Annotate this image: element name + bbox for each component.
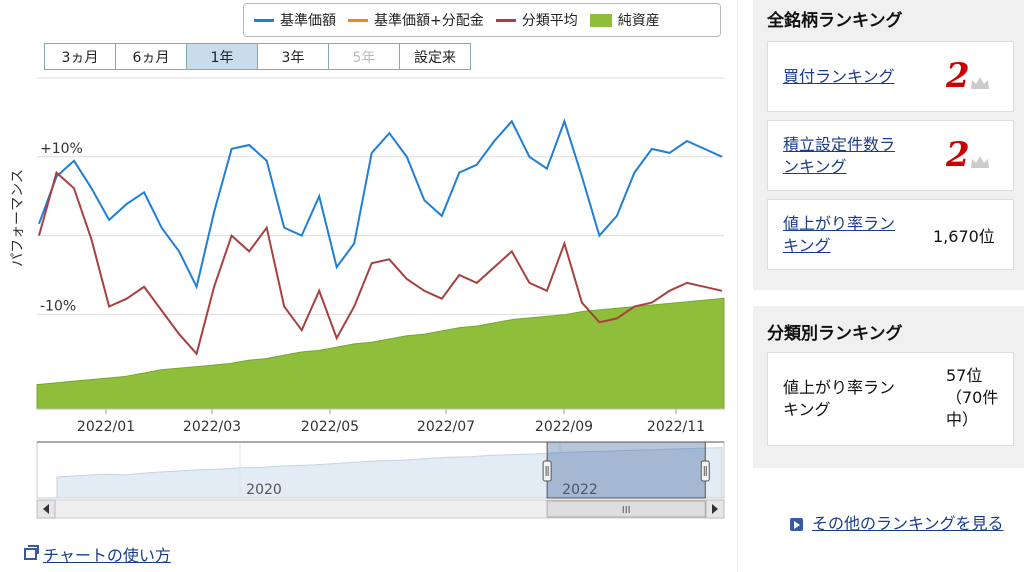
- accumulation-rank-value: 2: [946, 135, 970, 175]
- performance-chart: +10% -10% パフォーマンス 2022/01 2022/03 2022/05 2022…: [10, 77, 725, 519]
- legend-label-net-assets: 純資産: [617, 13, 660, 29]
- category-rank-line: 中）: [946, 410, 979, 429]
- purchase-ranking-link[interactable]: 買付ランキング: [783, 66, 895, 86]
- legend-label-nav: 基準価額: [280, 13, 336, 29]
- ranking-card-accumulation: 積立設定件数ランキング 2: [767, 120, 1014, 191]
- all-funds-ranking-panel: 全銘柄ランキング 買付ランキング 2 積立設定件数ランキング 2 値上がり率ラン…: [753, 0, 1024, 290]
- category-average-line: [38, 170, 723, 356]
- navigator-label: 2022: [562, 482, 598, 498]
- legend-line-category-average: [495, 18, 516, 22]
- legend-item-category-average[interactable]: 分類平均: [495, 10, 578, 30]
- more-rankings-link[interactable]: その他のランキングを見る: [790, 512, 1012, 536]
- chart-area: +10% -10% パフォーマンス 2022/01 2022/03 2022/05 2022…: [10, 3, 725, 566]
- scroll-left-arrow-icon: [43, 504, 49, 514]
- scrollbar-thumb[interactable]: [546, 500, 706, 518]
- legend-item-nav-plus-dividend[interactable]: 基準価額+分配金: [348, 10, 484, 30]
- x-tick-label: 2022/09: [535, 419, 593, 435]
- navigator-label: 2020: [246, 482, 282, 498]
- category-ranking-panel: 分類別ランキング 値上がり率ランキング 57位 （70件 中）: [753, 306, 1024, 468]
- legend-line-nav: [254, 18, 274, 22]
- range-button-3m[interactable]: 3ヵ月: [44, 43, 116, 70]
- legend-label-nav-plus-dividend: 基準価額+分配金: [374, 13, 484, 29]
- crown-icon: [971, 156, 989, 168]
- legend-line-nav-plus-dividend: [348, 18, 368, 22]
- legend-item-net-assets[interactable]: 純資産: [589, 10, 660, 30]
- y-tick-label: -10%: [40, 298, 76, 314]
- legend-swatch-net-assets: [589, 13, 612, 27]
- x-tick-label: 2022/11: [647, 419, 705, 435]
- range-button-6m[interactable]: 6ヵ月: [115, 43, 187, 70]
- category-ranking-title: 分類別ランキング: [767, 324, 903, 344]
- category-rank-value: 57位 （70件 中）: [946, 365, 998, 431]
- price-rise-rank-value: 1,670位: [933, 226, 995, 246]
- scroll-right-arrow-icon: [712, 504, 718, 514]
- range-button-group: 3ヵ月 6ヵ月 1年 3年 5年 設定来: [44, 43, 471, 70]
- chart-help-label: チャートの使い方: [43, 546, 171, 565]
- x-tick-label: 2022/03: [183, 419, 241, 435]
- range-button-1y[interactable]: 1年: [186, 43, 258, 70]
- y-axis-label: パフォーマンス: [10, 169, 26, 267]
- price-rise-ranking-link[interactable]: 値上がり率ランキング: [783, 213, 896, 255]
- external-window-icon: [24, 545, 39, 560]
- scrollbar-grip-label: III: [622, 505, 631, 516]
- ranking-card-purchase: 買付ランキング 2: [767, 41, 1014, 112]
- y-tick-label: +10%: [40, 141, 83, 157]
- navigator-handle-right[interactable]: [700, 460, 710, 482]
- navigator-handle-left[interactable]: [542, 460, 552, 482]
- category-rank-line: （70件: [946, 388, 999, 407]
- purchase-rank-value: 2: [946, 56, 970, 96]
- nav-line: [38, 118, 723, 290]
- ranking-card-price-rise: 値上がり率ランキング 1,670位: [767, 199, 1014, 270]
- accumulation-ranking-link[interactable]: 積立設定件数ランキング: [783, 134, 896, 176]
- legend-label-category-average: 分類平均: [521, 13, 578, 29]
- arrow-right-icon: [790, 518, 803, 531]
- chart-legend: 基準価額 基準価額+分配金 分類平均 純資産: [243, 3, 721, 37]
- legend-item-nav[interactable]: 基準価額: [254, 10, 336, 30]
- range-button-3y[interactable]: 3年: [257, 43, 329, 70]
- range-button-5y: 5年: [328, 43, 400, 70]
- category-price-rise-label: 値上がり率ランキング: [783, 378, 896, 419]
- ranking-card-category-price-rise: 値上がり率ランキング 57位 （70件 中）: [767, 352, 1014, 446]
- range-button-since-inception[interactable]: 設定来: [399, 43, 471, 70]
- x-tick-label: 2022/01: [77, 419, 135, 435]
- panel-divider: [737, 0, 753, 572]
- navigator-area: [56, 447, 723, 499]
- category-rank-line: 57位: [946, 366, 983, 385]
- more-rankings-label: その他のランキングを見る: [812, 514, 1004, 533]
- x-tick-label: 2022/07: [417, 419, 475, 435]
- navigator-selection: [546, 441, 706, 499]
- chart-help-link[interactable]: チャートの使い方: [24, 542, 171, 566]
- x-tick-label: 2022/05: [301, 419, 359, 435]
- all-funds-ranking-title: 全銘柄ランキング: [767, 11, 903, 31]
- crown-icon: [971, 77, 989, 89]
